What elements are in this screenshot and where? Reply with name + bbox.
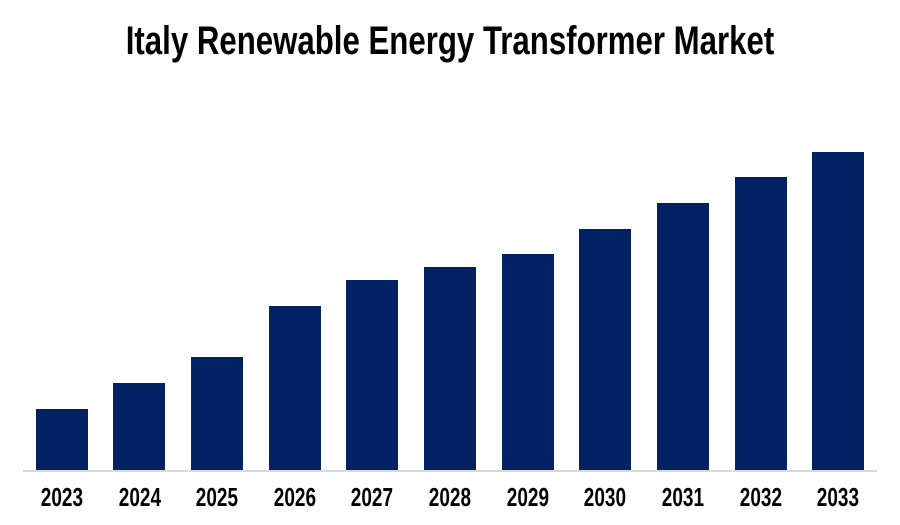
bar-slot-2028 <box>411 0 489 470</box>
x-tick-label-2030: 2030 <box>584 482 627 512</box>
bar-2023 <box>35 409 88 470</box>
bar-2032 <box>734 177 787 470</box>
bar-2031 <box>656 203 709 470</box>
bar-slot-2032 <box>722 0 800 470</box>
x-tick-label-2026: 2026 <box>273 482 316 512</box>
x-tick-label-2024: 2024 <box>118 482 161 512</box>
bar-slot-2023 <box>23 0 101 470</box>
bar-2033 <box>812 152 865 470</box>
x-tick-label-2023: 2023 <box>40 482 83 512</box>
x-tick-label-2031: 2031 <box>661 482 705 512</box>
x-tick-label-2027: 2027 <box>351 482 394 512</box>
bar-2026 <box>268 306 321 470</box>
bar-slot-2031 <box>644 0 722 470</box>
bar-slot-2026 <box>256 0 334 470</box>
x-tick-label-2033: 2033 <box>817 482 860 512</box>
bars-row <box>23 0 877 470</box>
x-tick-slot-2029: 2029 <box>489 484 567 511</box>
x-tick-label-2025: 2025 <box>195 482 239 512</box>
x-axis-line <box>23 470 877 472</box>
x-axis-tick-labels: 2023 2024 2025 2026 2027 2028 2029 2030 2031 2032… <box>23 484 877 511</box>
bar-slot-2025 <box>178 0 256 470</box>
bar-slot-2024 <box>101 0 179 470</box>
x-tick-slot-2027: 2027 <box>334 484 412 511</box>
x-tick-label-2028: 2028 <box>428 482 472 512</box>
x-tick-slot-2026: 2026 <box>256 484 334 511</box>
bar-slot-2029 <box>489 0 567 470</box>
x-tick-slot-2028: 2028 <box>411 484 489 511</box>
bar-2024 <box>113 383 166 470</box>
bar-2029 <box>501 254 554 470</box>
bar-slot-2033 <box>799 0 877 470</box>
x-tick-slot-2031: 2031 <box>644 484 722 511</box>
x-tick-label-2032: 2032 <box>739 482 782 512</box>
x-tick-slot-2023: 2023 <box>23 484 101 511</box>
plot-area: 2023 2024 2025 2026 2027 2028 2029 2030 2031 2032… <box>23 0 877 525</box>
bar-2028 <box>424 267 477 470</box>
x-tick-slot-2030: 2030 <box>566 484 644 511</box>
x-tick-slot-2024: 2024 <box>101 484 179 511</box>
x-tick-slot-2033: 2033 <box>799 484 877 511</box>
chart-title: Italy Renewable Energy Transformer Marke… <box>125 19 775 63</box>
bar-2027 <box>346 280 399 470</box>
x-tick-slot-2025: 2025 <box>178 484 256 511</box>
bar-2030 <box>579 229 632 470</box>
bar-slot-2030 <box>566 0 644 470</box>
x-tick-slot-2032: 2032 <box>722 484 800 511</box>
x-tick-label-2029: 2029 <box>506 482 549 512</box>
bar-slot-2027 <box>334 0 412 470</box>
bar-2025 <box>191 357 244 470</box>
